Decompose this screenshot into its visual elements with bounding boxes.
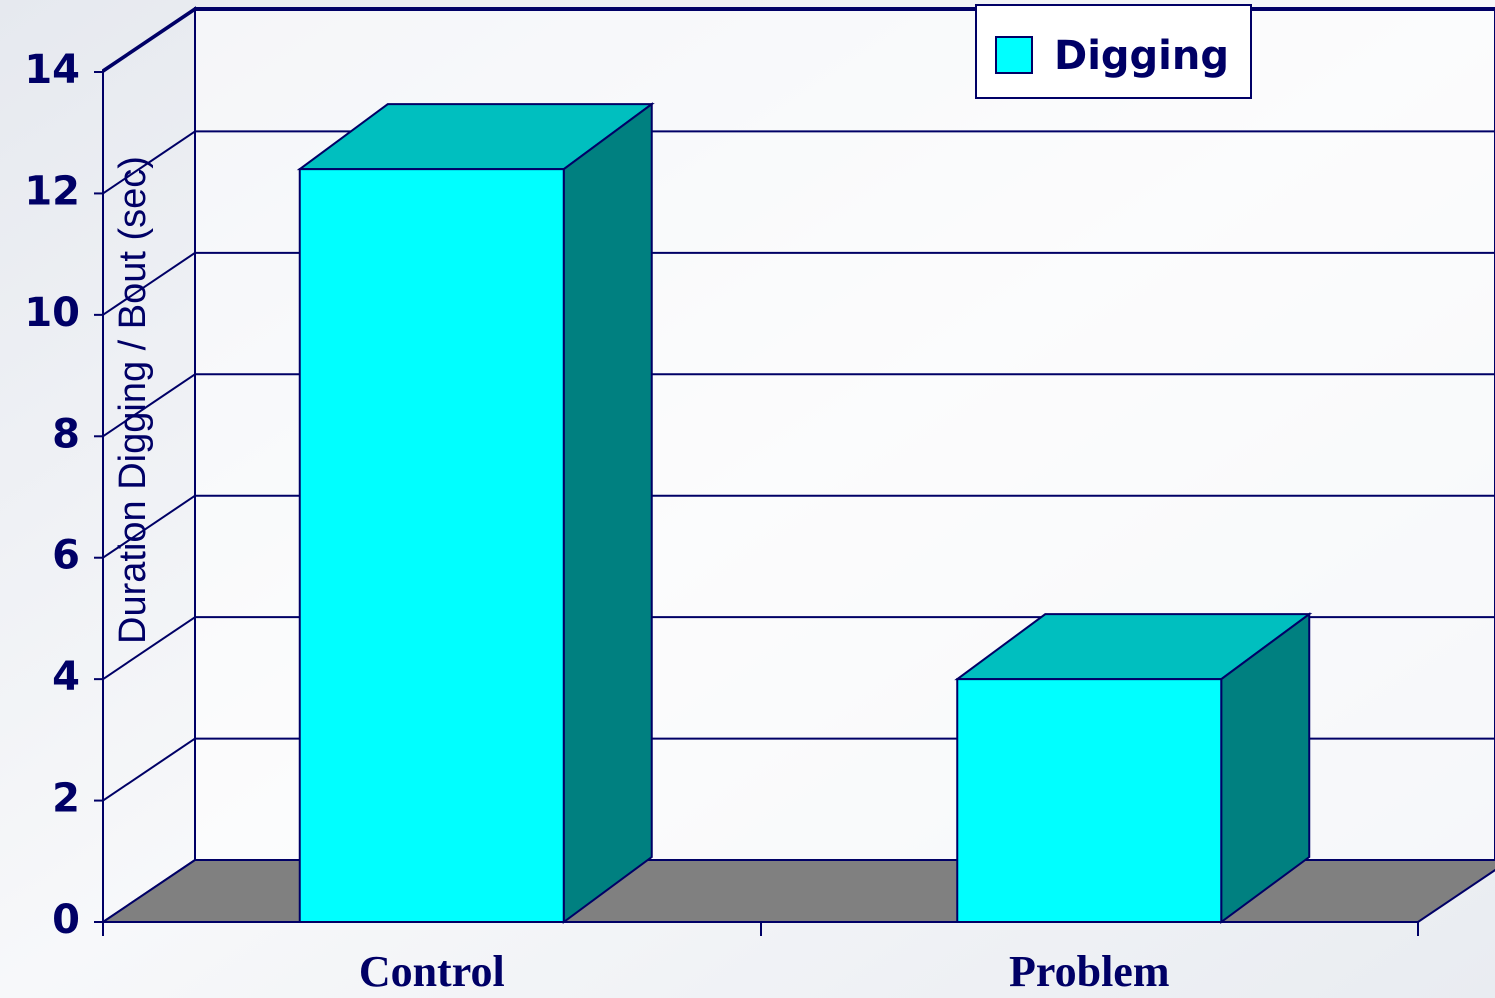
bar <box>298 168 565 923</box>
grid-line <box>102 130 196 195</box>
grid-line <box>102 737 196 802</box>
grid-line <box>102 9 196 73</box>
y-tick-label: 14 <box>24 47 80 93</box>
y-tick-label: 0 <box>52 897 80 943</box>
y-tick-label: 12 <box>24 168 80 214</box>
y-tick-label: 6 <box>52 533 80 579</box>
y-tick-label: 4 <box>52 654 80 700</box>
y-tick-label: 10 <box>24 290 80 336</box>
bar <box>956 678 1223 924</box>
legend-swatch <box>995 36 1033 74</box>
grid-line <box>102 373 196 438</box>
grid-line <box>102 494 196 559</box>
y-tick-label: 2 <box>52 776 80 822</box>
grid-line <box>102 252 196 316</box>
grid-line <box>102 616 196 680</box>
bar-side <box>562 102 653 924</box>
y-axis-label: Duration Digging / Bout (sec) <box>112 156 154 644</box>
x-tick-label: Control <box>359 947 505 996</box>
x-tick-label: Problem <box>1009 947 1170 996</box>
legend-label: Digging <box>1054 33 1229 79</box>
y-tick-label: 8 <box>52 411 80 457</box>
